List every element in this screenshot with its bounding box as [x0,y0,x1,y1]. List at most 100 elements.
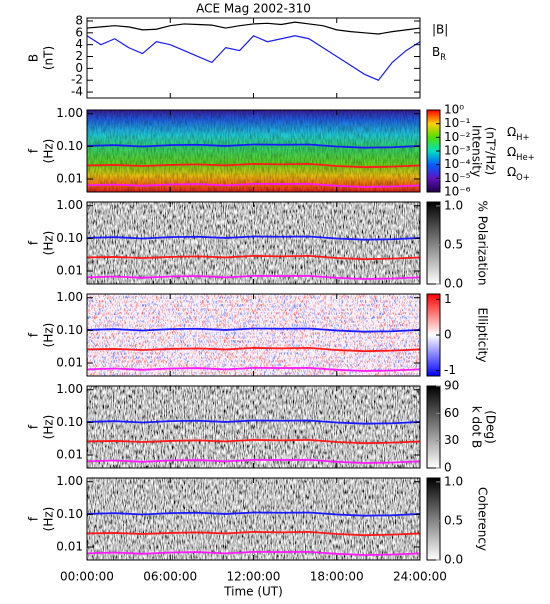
x-tick-label: 18:00:00 [310,570,364,584]
series-line [86,327,421,333]
colorbar-tick-label: 0.5 [444,513,463,527]
series-line [86,182,421,188]
colorbar-tick-label: 10⁻⁵ [444,171,471,185]
legend-label: |B| [432,23,448,37]
y-tick-label: -4 [71,85,83,99]
y-axis-label: f [27,516,41,521]
colorbar [426,385,441,469]
series-line [86,458,421,464]
colorbar-label: Coherency [476,487,490,551]
y-axis-label: f [27,240,41,245]
y-tick-label: 6 [75,25,83,39]
series-line [86,274,421,280]
colorbar-tick-label: 1.0 [444,198,463,212]
y-tick-label: 0.10 [56,415,83,429]
y-tick-label: 4 [75,37,83,51]
spectrogram-image [87,294,420,376]
y-axis-label: (Hz) [42,139,56,164]
colorbar-tick-label: -1 [444,363,456,377]
colorbar-label: (Deg) [484,410,498,444]
series-line [86,35,421,81]
y-tick-label: 0.01 [56,540,83,554]
y-tick-label: 0.01 [56,264,83,278]
series-line [86,347,421,353]
y-tick-label: 0.01 [56,356,83,370]
colorbar-label: (nT²/Hz) [484,127,498,175]
colorbar-label: Intensity [470,125,484,177]
colorbar-tick-label: 10⁻⁴ [444,157,471,171]
spectrogram-texture [87,110,420,192]
series-line [86,550,421,556]
colorbar-label: % Polarization [476,201,490,286]
y-tick-label: 1.00 [56,474,83,488]
y-tick-label: 0 [75,61,83,75]
panel-background [87,18,420,98]
colorbar-tick-label: 1.0 [444,474,463,488]
y-tick-label: 1.00 [56,382,83,396]
series-line [86,235,421,241]
colorbar-label: k dot B [470,406,484,448]
y-axis-label: f [27,332,41,337]
colorbar [426,201,441,285]
colorbar-tick-label: 0.0 [444,277,463,291]
legend-label: ΩHe+ [507,145,535,162]
series-line [86,511,421,517]
chart-title: ACE Mag 2002-310 [196,2,311,16]
y-axis-label: (Hz) [42,231,56,256]
series-line [86,255,421,261]
y-tick-label: 0.10 [56,507,83,521]
y-tick-label: 0.10 [56,231,83,245]
series-line [86,21,421,35]
x-tick-label: 24:00:00 [393,570,447,584]
y-tick-label: 1.00 [56,106,83,120]
colorbar-tick-label: 30 [444,433,459,447]
colorbar-tick-label: 0.5 [444,237,463,251]
colorbar-tick-label: 0 [444,461,452,475]
series-line [86,143,421,149]
x-tick-label: 06:00:00 [143,570,197,584]
x-tick-label: 00:00:00 [60,570,114,584]
colorbar-tick-label: 90 [444,379,459,393]
series-line [86,439,421,445]
spectrogram-image [87,202,420,284]
colorbar-tick-label: 10⁰ [444,103,464,117]
series-line [86,531,421,537]
y-axis-label: f [27,148,41,153]
y-axis-label: (Hz) [42,415,56,440]
y-axis-label: (Hz) [42,507,56,532]
y-tick-label: 2 [75,49,83,63]
y-axis-label: (Hz) [42,323,56,348]
x-tick-label: 12:00:00 [227,570,281,584]
series-line [86,419,421,425]
legend-label: ΩO+ [507,165,530,182]
colorbar-tick-label: 10⁻³ [444,144,471,158]
legend-label: BR [432,45,446,62]
colorbar-tick-label: 10⁻² [444,130,471,144]
y-axis-label: B [27,54,41,62]
y-tick-label: 0.01 [56,172,83,186]
colorbar-tick-label: 60 [444,406,459,420]
y-tick-label: 0.10 [56,323,83,337]
colorbar-tick-label: 0.0 [444,553,463,567]
y-tick-label: 8 [75,13,83,27]
x-axis-label: Time (UT) [223,585,283,599]
colorbar [426,477,441,561]
spectrogram-image [87,386,420,468]
colorbar-tick-label: 10⁻⁶ [444,185,471,199]
series-line [86,163,421,169]
colorbar-label: Ellipticity [476,308,490,363]
colorbar-tick-label: 10⁻¹ [444,116,471,130]
y-tick-label: 1.00 [56,198,83,212]
y-axis-label: (nT) [42,46,56,70]
colorbar-tick-label: 0 [444,328,452,342]
legend-label: ΩH+ [507,125,530,142]
y-tick-label: -2 [71,73,83,87]
y-axis-label: f [27,424,41,429]
y-tick-label: 1.00 [56,290,83,304]
series-line [86,366,421,372]
y-tick-label: 0.01 [56,448,83,462]
spectrogram-image [87,478,420,560]
y-tick-label: 0.10 [56,139,83,153]
colorbar-tick-label: 1 [444,292,452,306]
